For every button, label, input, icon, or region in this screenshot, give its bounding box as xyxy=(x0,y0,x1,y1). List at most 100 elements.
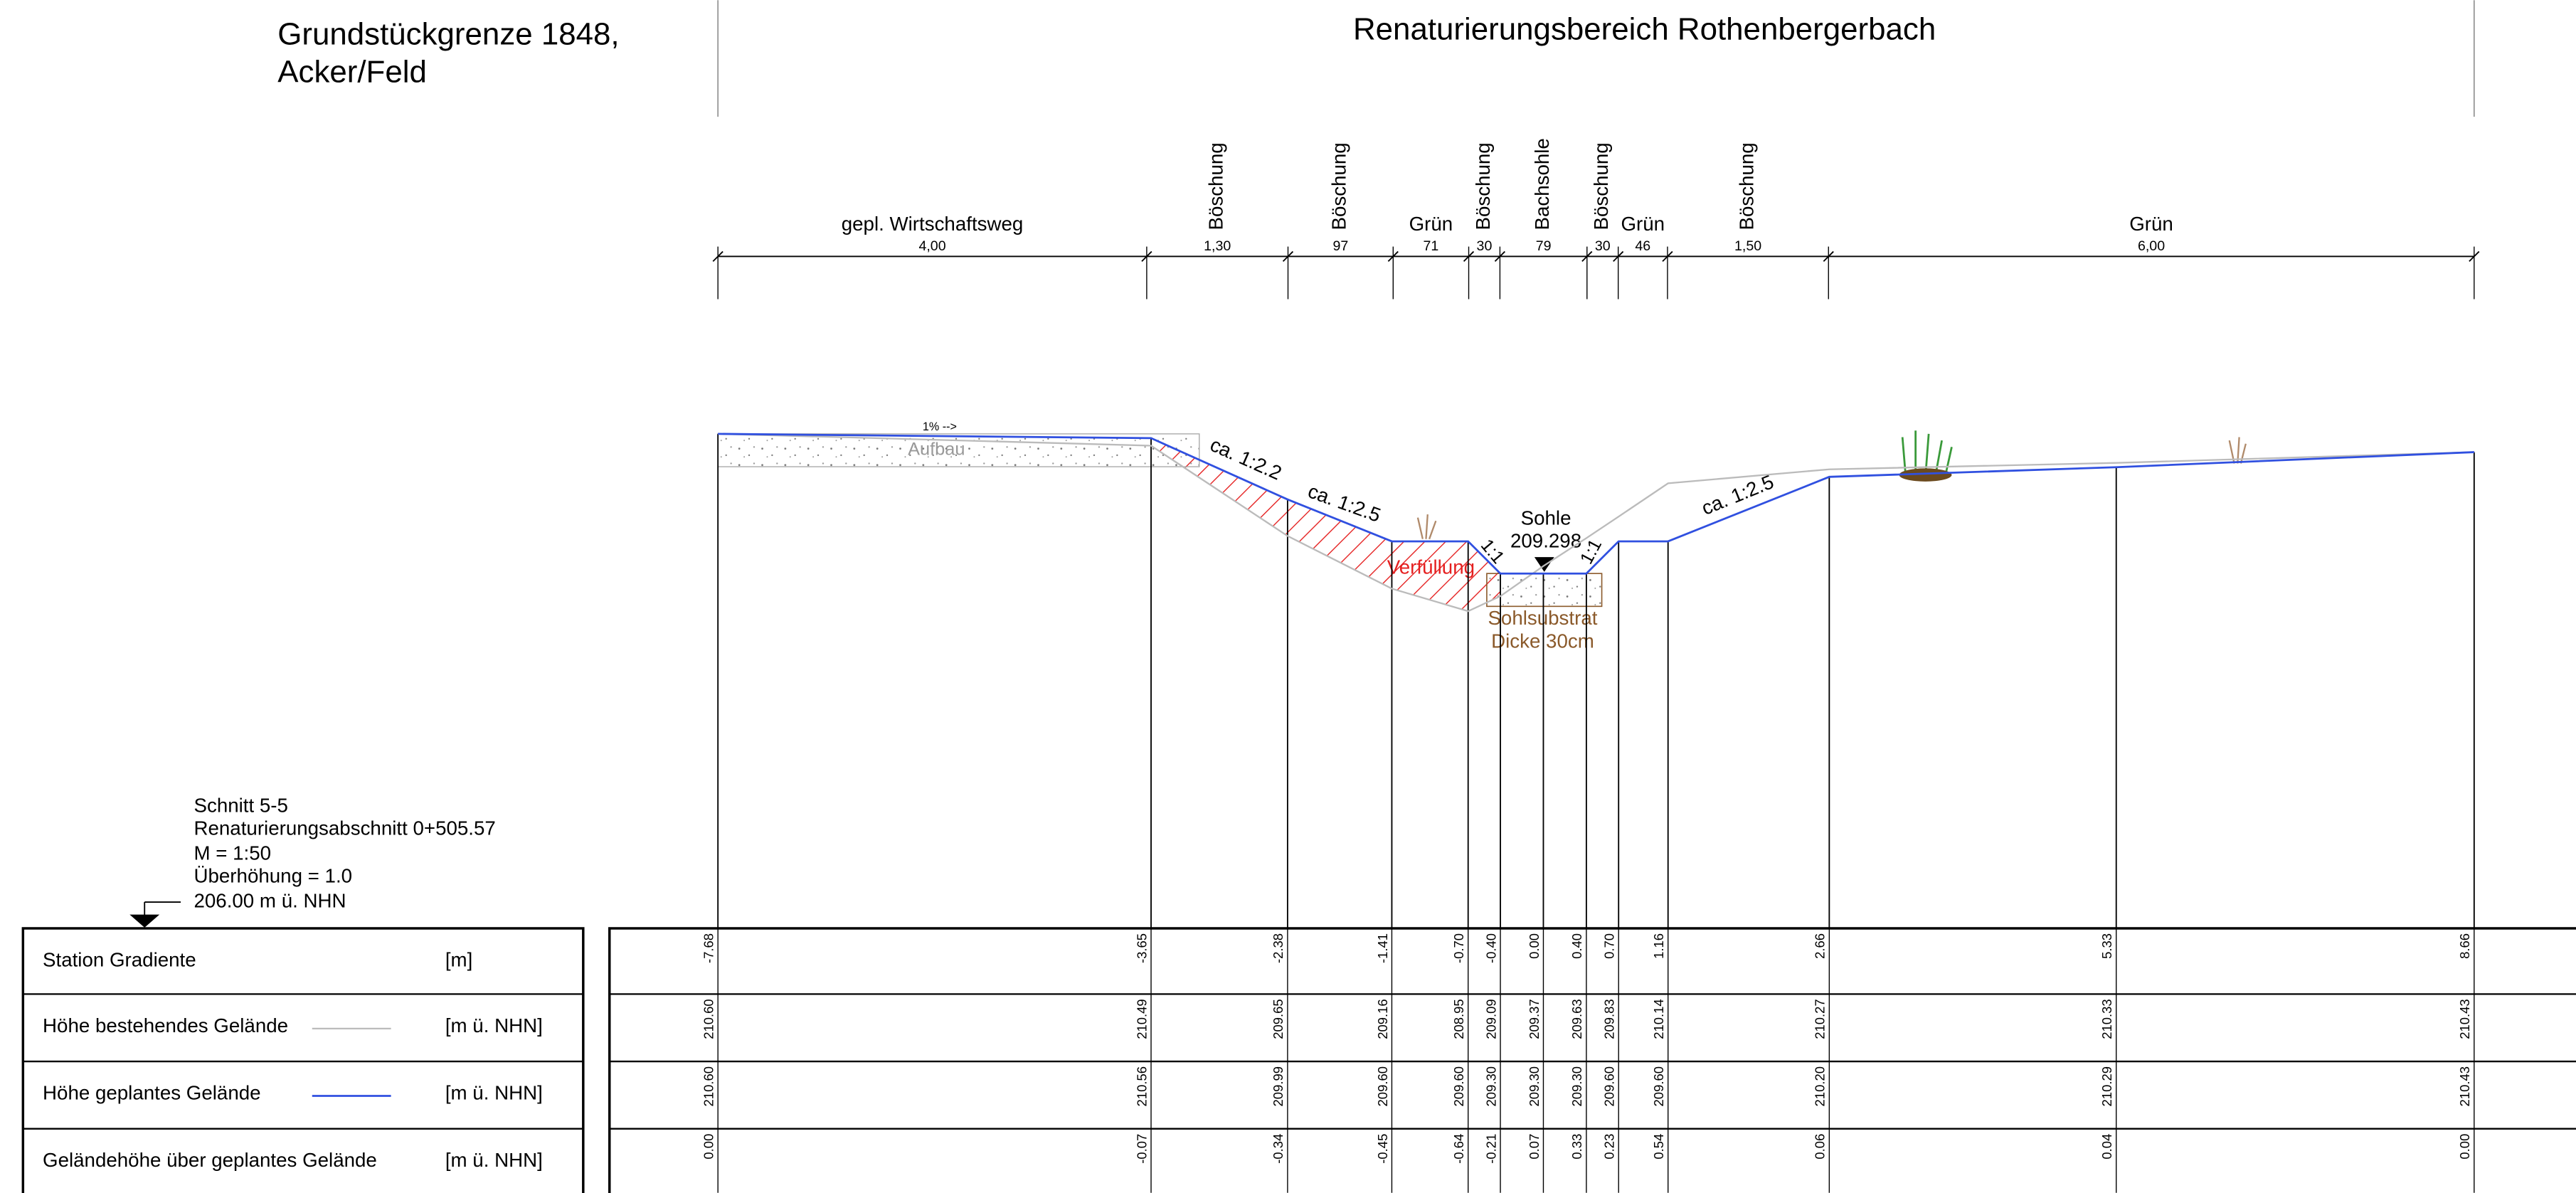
dimension-length: 46 xyxy=(1635,238,1650,254)
table-value: 1.16 xyxy=(1651,933,1666,959)
table-value: 0.33 xyxy=(1569,1134,1584,1160)
table-value: -0.07 xyxy=(1134,1134,1149,1164)
dimension-tick xyxy=(2469,250,2480,263)
fill-label: Verfüllung xyxy=(1387,556,1475,578)
dimension-label: Böschung xyxy=(1328,142,1350,230)
row-unit: [m ü. NHN] xyxy=(445,1149,543,1171)
table-value: -0.34 xyxy=(1271,1134,1286,1164)
table-value: 209.30 xyxy=(1483,1066,1498,1107)
table-value: 209.60 xyxy=(1451,1066,1466,1107)
table-value: 0.54 xyxy=(1651,1134,1666,1160)
table-value: 209.60 xyxy=(1375,1066,1390,1107)
dimension-length: 30 xyxy=(1595,238,1611,254)
table-value: 209.65 xyxy=(1271,999,1286,1039)
dimension-tick xyxy=(1581,250,1593,263)
table-right xyxy=(608,927,2576,1193)
dimension-label: gepl. Wirtschaftsweg xyxy=(842,213,1024,235)
dimension-length: 4,00 xyxy=(918,238,945,254)
table-value: 209.63 xyxy=(1569,999,1584,1039)
row-unit: [m ü. NHN] xyxy=(445,1014,543,1036)
fill-layer xyxy=(1151,438,1501,612)
dimension-label: Grün xyxy=(2129,213,2173,235)
aufbau-label: Aufbau xyxy=(908,440,965,460)
section-info: Renaturierungsabschnitt 0+505.57 xyxy=(194,817,495,839)
table-value: 0.40 xyxy=(1569,933,1584,959)
table-value: -3.65 xyxy=(1134,933,1149,963)
left-title: Grundstückgrenze 1848, xyxy=(277,17,619,52)
row-unit: [m] xyxy=(445,948,472,970)
table-value: -0.45 xyxy=(1375,1134,1390,1164)
sohle-label: Sohle xyxy=(1521,507,1571,529)
table-value: 209.37 xyxy=(1527,999,1542,1039)
table-value: -1.41 xyxy=(1375,933,1390,963)
table-value: 209.60 xyxy=(1651,1066,1666,1107)
dimension-length: 71 xyxy=(1424,238,1439,254)
dimension-tick xyxy=(1662,250,1673,263)
dimension-tick xyxy=(712,250,723,263)
dimension-tick xyxy=(1463,250,1475,263)
section-info: Überhöhung = 1.0 xyxy=(194,865,352,887)
table-value: -7.68 xyxy=(701,933,716,963)
dimension-length: 1,50 xyxy=(1734,238,1761,254)
section-info: M = 1:50 xyxy=(194,842,271,864)
table-value: 210.43 xyxy=(2457,1066,2472,1107)
table-value: 2.66 xyxy=(1813,933,1828,959)
dimension-label: Böschung xyxy=(1472,142,1494,230)
table-value: 209.99 xyxy=(1271,1066,1286,1107)
table-value: 208.95 xyxy=(1451,999,1466,1039)
table-value: 0.23 xyxy=(1602,1134,1617,1160)
row-label: Station Gradiente xyxy=(43,948,196,970)
existing-ground xyxy=(718,433,2474,613)
table-value: 0.06 xyxy=(1813,1134,1828,1160)
table-value: 0.00 xyxy=(2457,1134,2472,1160)
dimension-label: Grün xyxy=(1621,213,1665,235)
table-value: 210.33 xyxy=(2099,999,2114,1039)
dimension-tick xyxy=(1494,250,1505,263)
dimension-label: Bachsohle xyxy=(1531,138,1553,230)
table-value: 209.30 xyxy=(1527,1066,1542,1107)
substrate-label: Dicke 30cm xyxy=(1491,630,1594,652)
dimension-tick xyxy=(1387,250,1399,263)
dimension-length: 97 xyxy=(1332,238,1348,254)
table-value: 210.49 xyxy=(1134,999,1149,1039)
dimension-label: Böschung xyxy=(1205,142,1227,230)
dimension-label: Grün xyxy=(1409,213,1453,235)
table-value: 5.33 xyxy=(2099,933,2114,959)
table-value: 0.07 xyxy=(1527,1134,1542,1160)
table-value: 0.70 xyxy=(1602,933,1617,959)
table-value: -0.21 xyxy=(1483,1134,1498,1164)
table-value: 209.60 xyxy=(1602,1066,1617,1107)
gradient-label: 1% --> xyxy=(923,420,957,433)
dimension-tick xyxy=(1613,250,1624,263)
table-value: 210.60 xyxy=(701,999,716,1039)
table-value: 0.00 xyxy=(1527,933,1542,959)
table-value: -0.64 xyxy=(1451,1134,1466,1164)
row-label: Geländehöhe über geplantes Gelände xyxy=(43,1149,377,1171)
planned-ground xyxy=(718,433,2474,575)
table-value: 0.04 xyxy=(2099,1134,2114,1160)
section-info: Schnitt 5-5 xyxy=(194,794,287,816)
table-value: -2.38 xyxy=(1271,933,1286,963)
dimension-length: 6,00 xyxy=(2138,238,2165,254)
plant xyxy=(1899,430,1953,482)
table-value: 0.00 xyxy=(701,1134,716,1160)
dimension-tick xyxy=(1823,250,1834,263)
row-label: Höhe geplantes Gelände xyxy=(43,1082,261,1104)
left-title: Acker/Feld xyxy=(277,55,427,90)
dimension-length: 79 xyxy=(1536,238,1552,254)
section-info: 206.00 m ü. NHN xyxy=(194,889,346,911)
title: Renaturierungsbereich Rothenbergerbach xyxy=(1353,12,1936,47)
datum-symbol xyxy=(129,901,181,928)
dimension-label: Böschung xyxy=(1735,142,1757,230)
table-value: 210.29 xyxy=(2099,1066,2114,1107)
dimension-tick xyxy=(1141,250,1152,263)
table-value: -0.40 xyxy=(1483,933,1498,963)
table-value: 210.14 xyxy=(1651,999,1666,1039)
dimension-tick xyxy=(1282,250,1294,263)
table-value: 209.83 xyxy=(1602,999,1617,1039)
dimension-length: 30 xyxy=(1477,238,1493,254)
table-value: 8.66 xyxy=(2457,933,2472,959)
table-value: 210.56 xyxy=(1134,1066,1149,1107)
